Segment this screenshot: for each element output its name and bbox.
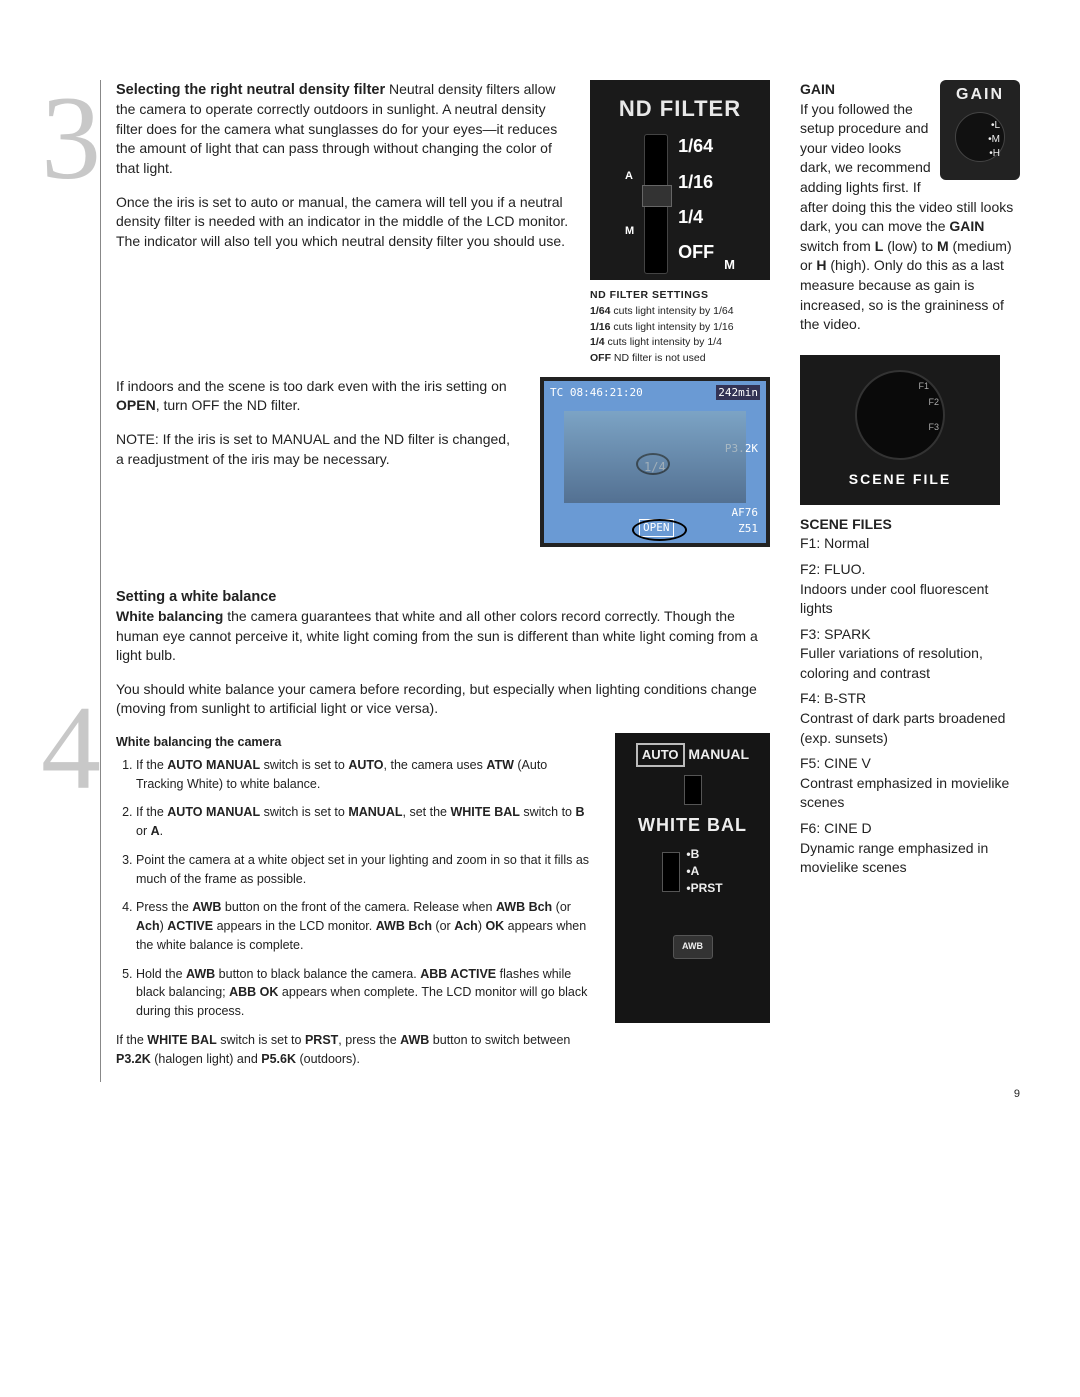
- section4-para2: You should white balance your camera bef…: [116, 680, 770, 719]
- page-number: 9: [1014, 1087, 1020, 1102]
- lcd-monitor-image: TC 08:46:21:20 242min 1/4 OPEN AF76 Z51 …: [540, 377, 770, 547]
- nd-filter-caption: ND FILTER SETTINGS 1/64 cuts light inten…: [590, 288, 770, 367]
- section3-para3: If indoors and the scene is too dark eve…: [116, 377, 520, 416]
- white-bal-image: AUTO MANUAL WHITE BAL •B •A •PRST AWB: [615, 733, 770, 1023]
- section3-title: Selecting the right neutral density filt…: [116, 82, 385, 98]
- section4-intro: Setting a white balance White balancing …: [116, 587, 770, 666]
- white-balance-steps: White balancing the camera If the AUTO M…: [116, 733, 595, 1082]
- section3-note: NOTE: If the iris is set to MANUAL and t…: [116, 430, 520, 469]
- section3-intro: Selecting the right neutral density filt…: [116, 80, 570, 179]
- section-number-4: 4: [41, 700, 101, 796]
- scene-files-block: SCENE FILES F1: Normal: [800, 515, 1020, 554]
- nd-slider-track: [644, 134, 668, 274]
- section4-title: Setting a white balance: [116, 589, 276, 605]
- section-number-3: 3: [41, 90, 101, 186]
- nd-filter-title: ND FILTER: [619, 94, 741, 125]
- nd-slider-knob: [642, 185, 672, 207]
- nd-labels: 1/64 1/16 1/4 OFF: [678, 134, 714, 265]
- section3-para2: Once the iris is set to auto or manual, …: [116, 193, 570, 252]
- nd-side-right: M: [724, 256, 735, 274]
- gain-switch-image: GAIN •L •M •H: [940, 80, 1020, 180]
- scene-file-image: F1 F2 F3 SCENE FILE: [800, 355, 1000, 505]
- nd-side-left: A M: [625, 169, 634, 240]
- nd-filter-image: ND FILTER A M 1/64 1/16 1/4 OFF: [590, 80, 770, 280]
